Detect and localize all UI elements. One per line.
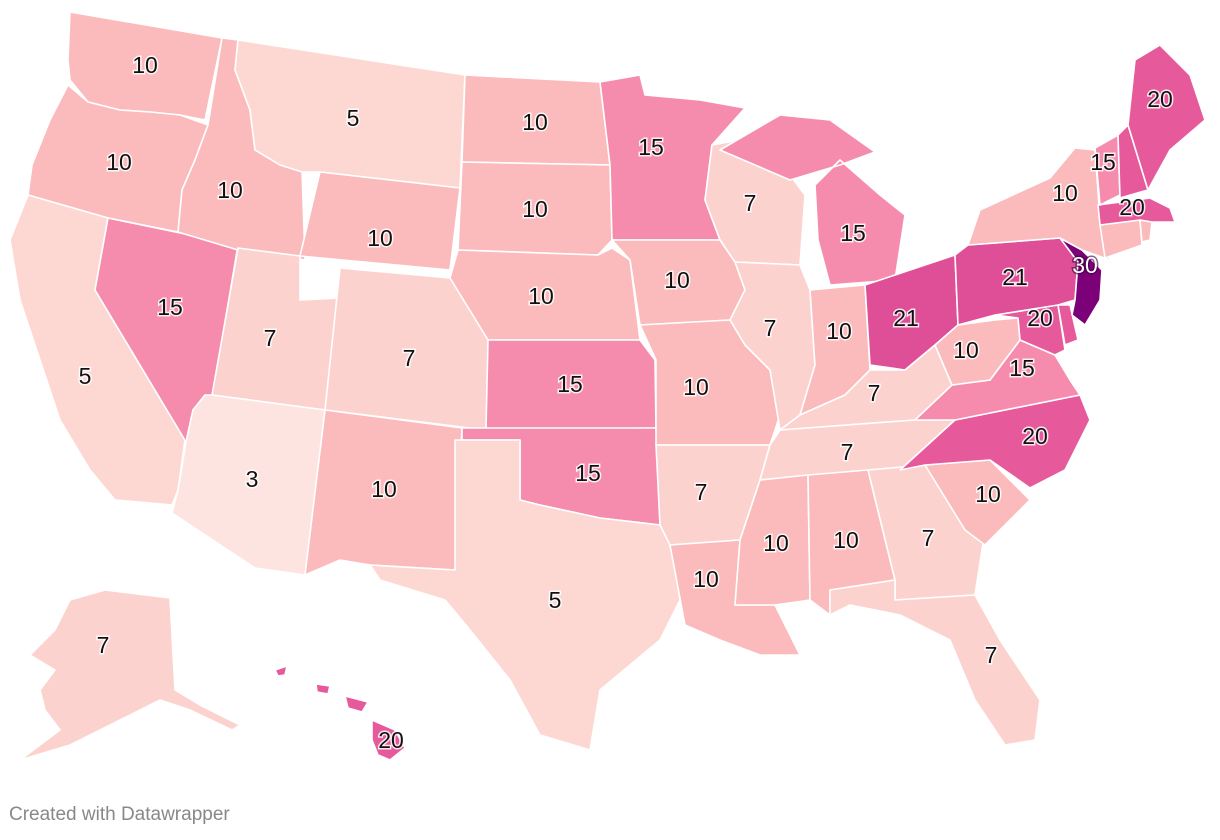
state-label-michigan: 15 bbox=[840, 220, 866, 246]
state-south-dakota[interactable] bbox=[457, 161, 613, 256]
state-label-alabama: 10 bbox=[833, 527, 859, 553]
state-label-alaska: 7 bbox=[97, 632, 110, 658]
state-alaska[interactable] bbox=[19, 589, 241, 761]
state-label-kentucky: 7 bbox=[868, 380, 881, 406]
state-label-missouri: 10 bbox=[683, 374, 709, 400]
us-choropleth-map: 10 10 5 15 10 5 10 7 3 7 10 10 10 10 15 … bbox=[9, 11, 1206, 761]
state-label-montana: 5 bbox=[347, 105, 360, 131]
state-label-new-mexico: 10 bbox=[371, 476, 397, 502]
state-label-wyoming: 10 bbox=[367, 225, 393, 251]
state-label-maryland: 20 bbox=[1027, 305, 1053, 331]
state-label-vermont: 15 bbox=[1090, 149, 1116, 175]
state-label-texas: 5 bbox=[549, 587, 562, 613]
state-label-west-virginia: 10 bbox=[953, 337, 979, 363]
state-label-kansas: 15 bbox=[557, 371, 583, 397]
state-label-iowa: 10 bbox=[664, 267, 690, 293]
state-florida[interactable] bbox=[829, 579, 1041, 746]
state-connecticut[interactable] bbox=[1099, 219, 1143, 259]
state-massachusetts[interactable] bbox=[1097, 197, 1176, 226]
state-label-california: 5 bbox=[79, 363, 92, 389]
state-label-ohio: 21 bbox=[893, 305, 919, 331]
state-label-massachusetts: 20 bbox=[1119, 194, 1145, 220]
state-label-oklahoma: 15 bbox=[575, 460, 601, 486]
state-label-north-carolina: 20 bbox=[1022, 423, 1048, 449]
state-label-new-york: 10 bbox=[1052, 180, 1078, 206]
state-label-minnesota: 15 bbox=[638, 134, 664, 160]
state-label-south-dakota: 10 bbox=[522, 196, 548, 222]
state-wyoming[interactable] bbox=[299, 171, 461, 271]
state-label-new-jersey: 30 bbox=[1072, 252, 1098, 278]
state-label-nevada: 15 bbox=[157, 294, 183, 320]
state-north-carolina[interactable] bbox=[899, 394, 1091, 489]
state-label-south-carolina: 10 bbox=[975, 481, 1001, 507]
state-label-maine: 20 bbox=[1147, 86, 1173, 112]
state-label-washington: 10 bbox=[132, 52, 158, 78]
state-label-louisiana: 10 bbox=[693, 566, 719, 592]
state-label-wisconsin: 7 bbox=[744, 190, 757, 216]
state-label-virginia: 15 bbox=[1009, 355, 1035, 381]
state-label-tennessee: 7 bbox=[841, 439, 854, 465]
state-texas[interactable] bbox=[369, 439, 681, 751]
state-label-indiana: 10 bbox=[826, 318, 852, 344]
state-rhode-island[interactable] bbox=[1139, 219, 1153, 243]
state-michigan[interactable] bbox=[719, 114, 906, 286]
state-delaware[interactable] bbox=[1057, 304, 1079, 346]
state-label-oregon: 10 bbox=[106, 149, 132, 175]
state-label-idaho: 10 bbox=[217, 177, 243, 203]
state-nebraska[interactable] bbox=[449, 247, 641, 341]
state-label-florida: 7 bbox=[985, 642, 998, 668]
state-maine[interactable] bbox=[1127, 44, 1206, 191]
state-label-colorado: 7 bbox=[403, 345, 416, 371]
datawrapper-credit[interactable]: Created with Datawrapper bbox=[9, 804, 230, 825]
state-label-mississippi: 10 bbox=[763, 530, 789, 556]
state-hawaii[interactable] bbox=[274, 665, 406, 761]
state-label-hawaii: 20 bbox=[378, 727, 404, 753]
state-label-georgia: 7 bbox=[922, 525, 935, 551]
state-label-illinois: 7 bbox=[764, 315, 777, 341]
state-label-utah: 7 bbox=[264, 325, 277, 351]
state-label-nebraska: 10 bbox=[528, 283, 554, 309]
state-label-pennsylvania: 21 bbox=[1002, 264, 1028, 290]
state-label-north-dakota: 10 bbox=[522, 109, 548, 135]
state-label-arizona: 3 bbox=[246, 466, 259, 492]
state-label-arkansas: 7 bbox=[695, 479, 708, 505]
state-new-jersey[interactable] bbox=[1059, 237, 1103, 326]
